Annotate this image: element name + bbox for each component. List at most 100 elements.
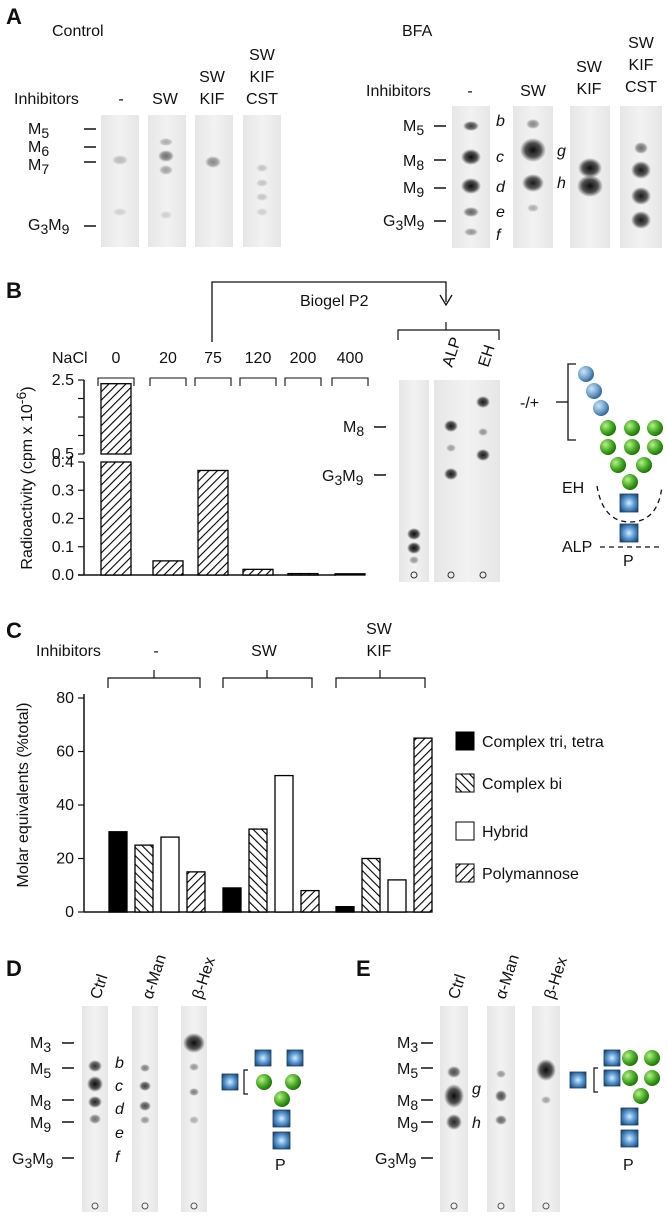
tlc-band — [256, 193, 268, 201]
chart-b-ylabel: Radioactivity (cpm x 10-6) — [13, 386, 36, 569]
tlc-lane — [434, 380, 500, 582]
origin-spot — [497, 1202, 505, 1210]
lane-header: Ctrl — [446, 972, 470, 1001]
y-tick-label: 0 — [65, 904, 74, 921]
category-bracket — [97, 377, 135, 386]
control-title: Control — [52, 23, 104, 40]
biogel-label: Biogel P2 — [300, 293, 369, 310]
tlc-band — [461, 149, 481, 165]
tlc-band — [140, 1116, 150, 1124]
group-bracket — [107, 670, 201, 688]
mannose-icon — [274, 1091, 290, 1107]
legend-label: Complex tri, tetra — [482, 734, 604, 751]
glcnac-icon — [221, 1073, 239, 1091]
marker-label: G3M9 — [12, 1151, 54, 1171]
group-label: KIF — [367, 643, 392, 660]
category-label: 400 — [337, 350, 364, 367]
nacl-label: NaCl — [52, 350, 88, 367]
glycan-schematic-e: P — [569, 1049, 660, 1174]
tlc-band — [160, 211, 172, 219]
origin-spot — [542, 1202, 550, 1210]
mannose-icon — [622, 1070, 638, 1086]
bar-hybrid — [160, 836, 180, 913]
tlc-band — [496, 1070, 506, 1078]
y-tick-label: 20 — [56, 851, 74, 868]
mannose-icon — [285, 1074, 301, 1090]
bar — [242, 568, 274, 576]
y-tick-label: 0.0 — [52, 567, 74, 584]
band-letter: e — [115, 1125, 124, 1142]
category-bracket — [149, 377, 187, 386]
tlc-band — [444, 1084, 464, 1108]
mannose-icon — [600, 420, 616, 436]
tlc-band — [446, 444, 456, 452]
marker-label: M9 — [30, 1115, 51, 1135]
marker-label: M8 — [397, 1093, 418, 1113]
tlc-band — [476, 396, 490, 408]
marker-label: M8 — [343, 419, 364, 439]
tlc-band — [158, 150, 174, 162]
tlc-band — [464, 228, 478, 236]
marker-label: M9 — [397, 1115, 418, 1135]
mannose-icon — [600, 439, 616, 455]
control-lane-header: CST — [246, 91, 278, 108]
tlc-band — [634, 142, 648, 154]
tlc-band — [461, 178, 481, 194]
tlc-lane — [101, 115, 139, 247]
control-tlc-lanes — [101, 115, 281, 247]
tlc-band — [140, 1064, 150, 1072]
marker-label: M5 — [397, 1061, 418, 1081]
bfa-lane-header: SW — [628, 35, 655, 52]
band-letter: e — [496, 204, 505, 221]
bracket — [593, 1067, 598, 1093]
category-bracket — [239, 377, 277, 386]
marker-label: M7 — [28, 157, 49, 177]
origin-spot — [447, 571, 455, 579]
bracket — [567, 363, 576, 441]
marker-label: M8 — [403, 153, 424, 173]
category-label: 200 — [290, 350, 317, 367]
tlc-band — [189, 1088, 199, 1096]
group-bracket — [222, 670, 313, 688]
legend-label: Complex bi — [482, 776, 562, 793]
control-markers: M5 M6 M7 G3M9 — [28, 121, 96, 237]
inhibitors-label: Inhibitors — [36, 643, 101, 660]
bar — [100, 383, 132, 455]
panel-a-letter: A — [6, 4, 22, 29]
mannose-icon — [622, 474, 638, 490]
bar — [197, 469, 229, 576]
bar-polymannose — [413, 737, 433, 913]
marker-label: G3M9 — [383, 213, 425, 233]
origin-spot — [479, 571, 487, 579]
mannose-icon — [636, 457, 652, 473]
molar-equivalents-chart: 0 20 40 60 80 — [56, 690, 433, 921]
marker-label: G3M9 — [28, 217, 70, 237]
control-inhibitors-label: Inhibitors — [14, 91, 79, 108]
origin-spot — [450, 1202, 458, 1210]
band-letter: f — [496, 227, 502, 244]
tlc-lane — [487, 1006, 515, 1212]
tlc-band — [527, 204, 539, 212]
legend-swatch-hybrid — [455, 821, 475, 841]
marker-label: M3 — [30, 1035, 51, 1055]
y-tick-label: 60 — [56, 744, 74, 761]
panel-c-letter: C — [6, 618, 22, 643]
tlc-band — [631, 161, 651, 179]
y-tick-label: 80 — [56, 690, 74, 707]
lane-header: β-Hex — [190, 955, 219, 1001]
tlc-band — [522, 174, 544, 192]
eh-cleavage-line — [596, 485, 663, 523]
y-tick-label: 0.5 — [52, 446, 74, 463]
control-lane-header: SW — [152, 91, 179, 108]
panel-b: B Biogel P2 NaCl 0.0 0.1 0.2 0.3 0.40.5 2.5 0 2… — [6, 278, 663, 584]
phosphate-label: P — [623, 1157, 634, 1174]
lane-header: α-Man — [493, 953, 523, 1002]
tlc-band — [476, 449, 490, 461]
band-letter: h — [557, 175, 566, 192]
y-tick-label: 0.2 — [52, 511, 74, 528]
origin-spot — [190, 1202, 198, 1210]
legend-swatch-polymannose — [455, 863, 475, 883]
tlc-lane — [82, 1006, 108, 1212]
category-bracket — [194, 377, 232, 386]
glcnac-icon — [272, 1109, 291, 1128]
